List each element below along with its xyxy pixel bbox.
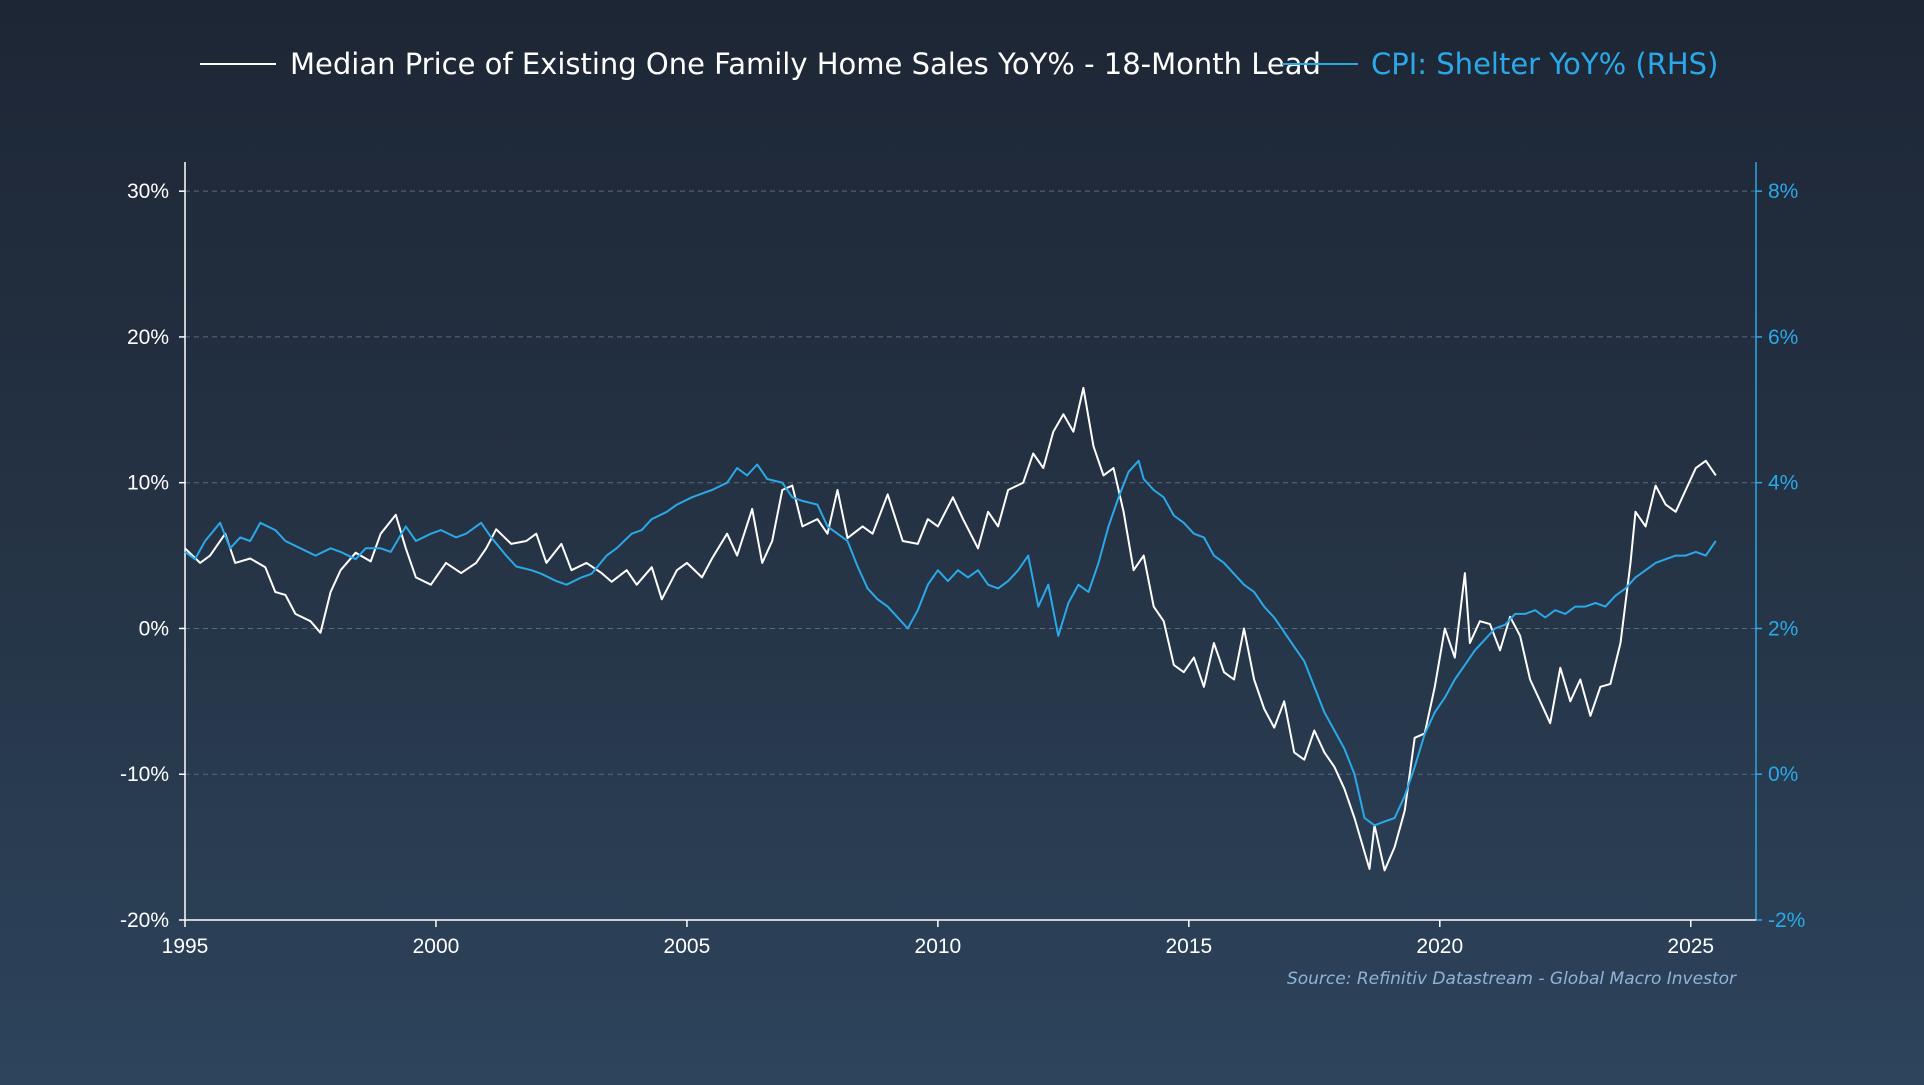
source-note: Source: Refinitiv Datastream - Global Ma… [1287,969,1737,989]
y-left-ticks: 30% 20% 10% 0% -10% -20% [120,180,185,932]
legend-label-series-1: Median Price of Existing One Family Home… [290,47,1321,81]
series-line-1 [184,386,1717,872]
y-right-tick-label: -2% [1768,909,1805,932]
y-right-tick-label: 2% [1768,617,1798,640]
x-tick-label: 2000 [413,935,460,958]
x-tick-label: 2010 [915,935,962,958]
y-left-tick-label: 30% [127,180,169,203]
plot-area [184,386,1717,872]
y-right-tick-label: 0% [1768,763,1798,786]
x-tick-label: 2025 [1667,935,1714,958]
y-right-tick-label: 8% [1768,180,1798,203]
y-left-tick-label: 10% [127,472,169,495]
legend: Median Price of Existing One Family Home… [200,47,1718,81]
y-right-tick-label: 4% [1768,472,1798,495]
x-tick-label: 2005 [664,935,711,958]
x-tick-label: 2020 [1416,935,1463,958]
y-right-tick-label: 6% [1768,326,1798,349]
y-left-tick-label: -10% [120,763,169,786]
legend-label-series-2: CPI: Shelter YoY% (RHS) [1371,47,1718,81]
x-tick-label: 2015 [1165,935,1212,958]
series-line-2 [184,459,1717,827]
x-ticks: 1995 2000 2005 2010 2015 2020 2025 [162,920,1714,958]
y-right-ticks: 8% 6% 4% 2% 0% -2% [1756,180,1805,932]
y-left-tick-label: 0% [139,617,169,640]
x-tick-label: 1995 [162,935,209,958]
gridlines [185,190,1756,775]
y-left-tick-label: 20% [127,326,169,349]
y-left-tick-label: -20% [120,909,169,932]
